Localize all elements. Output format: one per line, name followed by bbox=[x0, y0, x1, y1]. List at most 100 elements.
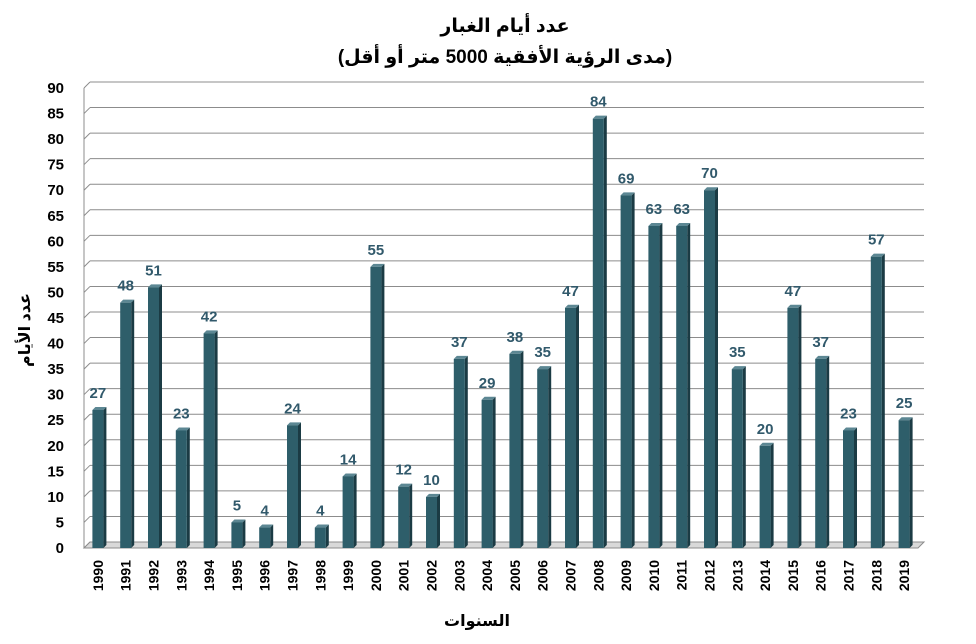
bar bbox=[787, 304, 802, 548]
bar-side bbox=[854, 427, 857, 548]
x-tick-label: 1999 bbox=[340, 560, 356, 591]
bar-top bbox=[342, 473, 357, 477]
bar-top bbox=[370, 263, 385, 267]
data-label: 35 bbox=[729, 344, 746, 361]
bar bbox=[898, 417, 913, 548]
bar-front bbox=[870, 256, 882, 548]
bar bbox=[398, 483, 413, 548]
bar-front bbox=[704, 190, 715, 548]
gridline-wall bbox=[83, 516, 91, 523]
bar-side bbox=[576, 304, 579, 548]
data-label: 55 bbox=[368, 242, 385, 259]
data-label: 4 bbox=[316, 503, 325, 520]
bar-side bbox=[881, 253, 885, 548]
bar-front bbox=[898, 420, 910, 548]
bar-front bbox=[787, 307, 799, 548]
bar bbox=[509, 350, 524, 548]
bar-front bbox=[453, 358, 465, 548]
bar-front bbox=[203, 333, 215, 548]
bar-top bbox=[314, 524, 329, 528]
bar-front bbox=[676, 226, 688, 548]
y-tick-label: 45 bbox=[47, 310, 64, 327]
bar-top bbox=[620, 192, 635, 196]
x-tick-label: 2019 bbox=[896, 560, 912, 591]
bar-front bbox=[481, 399, 493, 548]
data-label: 20 bbox=[757, 421, 774, 438]
bar-top bbox=[259, 524, 274, 528]
bar-top bbox=[481, 396, 496, 400]
bar-top bbox=[426, 493, 440, 497]
bar-side bbox=[715, 187, 718, 548]
bar bbox=[203, 330, 218, 548]
y-tick-label: 75 bbox=[47, 157, 64, 174]
bar-front bbox=[314, 527, 326, 548]
gridline-wall bbox=[83, 158, 91, 166]
x-tick-label: 1994 bbox=[201, 560, 217, 591]
bar-side bbox=[603, 115, 607, 549]
bar-front bbox=[398, 486, 410, 548]
bar bbox=[148, 284, 162, 548]
bar bbox=[287, 422, 301, 548]
y-tick-label: 40 bbox=[47, 336, 64, 353]
data-label: 84 bbox=[590, 94, 607, 111]
gridline-wall bbox=[83, 183, 91, 191]
data-label: 14 bbox=[340, 451, 357, 468]
bar bbox=[314, 524, 329, 548]
x-tick-label: 1992 bbox=[146, 560, 162, 591]
y-tick-label: 20 bbox=[47, 438, 64, 455]
data-label: 4 bbox=[261, 503, 270, 520]
bar-top bbox=[120, 299, 135, 303]
bar-side bbox=[492, 396, 496, 548]
data-label: 70 bbox=[701, 165, 718, 182]
bar-top bbox=[704, 187, 718, 191]
bar-front bbox=[648, 226, 660, 548]
bar-top bbox=[537, 366, 552, 370]
bar-side bbox=[325, 524, 329, 548]
bar-top bbox=[676, 223, 691, 226]
bar-front bbox=[537, 369, 549, 548]
x-tick-label: 1991 bbox=[118, 560, 134, 591]
x-tick-label: 2017 bbox=[841, 560, 857, 591]
bar bbox=[565, 304, 579, 548]
data-label: 57 bbox=[868, 232, 885, 249]
data-label: 35 bbox=[534, 344, 551, 361]
x-tick-label: 2014 bbox=[757, 560, 773, 591]
bar bbox=[120, 299, 135, 548]
bar-side bbox=[742, 366, 746, 548]
bar bbox=[620, 192, 635, 549]
x-tick-label: 1995 bbox=[229, 560, 245, 591]
bar-top bbox=[203, 330, 218, 334]
bar bbox=[175, 427, 190, 548]
bar-side bbox=[520, 350, 524, 548]
y-tick-label: 55 bbox=[47, 259, 64, 276]
data-label: 51 bbox=[145, 262, 162, 279]
bar-side bbox=[409, 483, 413, 548]
bar-front bbox=[620, 195, 632, 549]
data-label: 12 bbox=[395, 462, 412, 479]
bar-top bbox=[592, 115, 607, 119]
x-tick-label: 2003 bbox=[451, 560, 467, 591]
bar-top bbox=[453, 355, 468, 359]
bar-side bbox=[909, 417, 913, 548]
bar-side bbox=[186, 427, 190, 548]
bar-side bbox=[770, 442, 774, 548]
bar bbox=[815, 355, 830, 548]
gridline-wall bbox=[83, 362, 91, 370]
gridlines bbox=[82, 81, 926, 549]
x-tick-label: 1990 bbox=[90, 560, 106, 591]
bar-top bbox=[565, 304, 579, 308]
bar bbox=[648, 223, 663, 548]
data-label: 23 bbox=[840, 405, 857, 422]
x-tick-label: 1993 bbox=[173, 560, 189, 591]
bar-front bbox=[231, 522, 243, 548]
y-axis-title: عدد الأيام bbox=[15, 293, 34, 367]
bar bbox=[731, 366, 746, 548]
bar-front bbox=[843, 430, 854, 548]
y-tick-label: 30 bbox=[47, 387, 64, 404]
bar-top bbox=[815, 355, 830, 359]
gridline-wall bbox=[83, 311, 91, 319]
data-label: 38 bbox=[507, 329, 524, 346]
x-tick-label: 2012 bbox=[702, 560, 718, 591]
bar-side bbox=[437, 493, 440, 548]
x-tick-label: 2016 bbox=[813, 560, 829, 591]
